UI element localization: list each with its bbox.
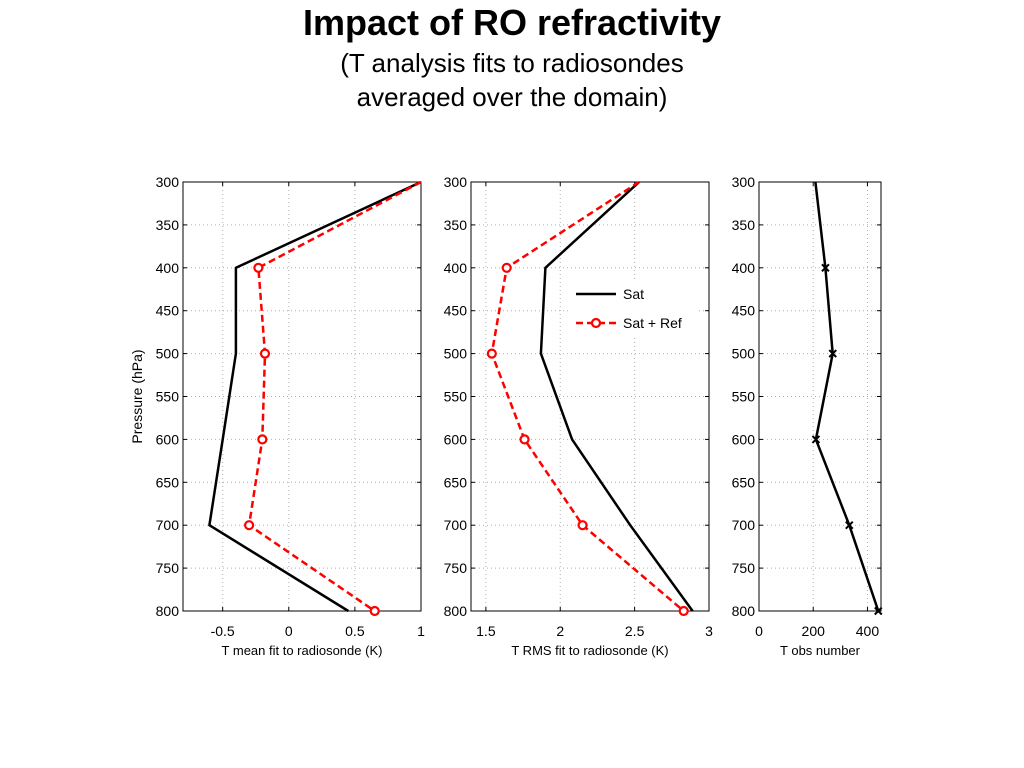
- y-tick-label: 500: [444, 346, 468, 362]
- legend-label: Sat + Ref: [623, 315, 682, 331]
- chart-2: 300 350 400 450 500 550 600 650 700 750 800 1.5 2 2.5…: [444, 174, 713, 658]
- data-point: [519, 434, 530, 445]
- y-tick-label: 600: [444, 431, 468, 447]
- plot-frame: [470, 181, 710, 612]
- x-tick-label: 400: [856, 623, 880, 639]
- y-tick-label: 350: [156, 217, 180, 233]
- y-tick-label: 300: [732, 174, 756, 190]
- series-line-obs: [814, 181, 880, 612]
- data-point: [678, 605, 689, 617]
- y-tick-label: 350: [444, 217, 468, 233]
- y-tick-label: 750: [156, 560, 180, 576]
- y-tick-label: 300: [444, 174, 468, 190]
- x-tick-label: 3: [705, 623, 713, 639]
- slide-title: Impact of RO refractivity: [302, 2, 722, 43]
- x-tick-label: 200: [802, 623, 826, 639]
- data-point: [577, 520, 588, 531]
- plot-frame: [182, 181, 422, 612]
- y-tick-label: 700: [732, 517, 756, 533]
- y-tick-label: 500: [732, 346, 756, 362]
- y-tick-label: 700: [156, 517, 180, 533]
- y-tick-label: 800: [732, 603, 756, 619]
- legend-label: Sat: [623, 286, 644, 302]
- data-point: [501, 262, 512, 273]
- y-tick-label: 750: [732, 560, 756, 576]
- x-axis-label: T mean fit to radiosonde (K): [222, 643, 383, 658]
- data-point: [257, 434, 268, 445]
- x-tick-label: 0.5: [345, 623, 365, 639]
- y-tick-label: 600: [732, 431, 756, 447]
- y-tick-label: 800: [156, 603, 180, 619]
- data-point: [874, 606, 883, 616]
- data-point: [845, 520, 854, 530]
- y-axis-label: Pressure (hPa): [129, 349, 145, 443]
- data-point: [253, 262, 264, 273]
- y-tick-label: 450: [444, 303, 468, 319]
- x-axis-label: T RMS fit to radiosonde (K): [511, 643, 668, 658]
- y-tick-label: 600: [156, 431, 180, 447]
- data-point: [369, 605, 380, 617]
- series-line-sat-ref: [247, 180, 422, 613]
- y-tick-label: 400: [444, 260, 468, 276]
- y-tick-label: 550: [444, 389, 468, 405]
- legend-box: [570, 280, 696, 338]
- data-point: [259, 348, 271, 359]
- series-line-sat-ref: [490, 180, 685, 612]
- data-point: [244, 520, 255, 531]
- y-tick-label: 750: [444, 560, 468, 576]
- data-point: [821, 263, 830, 273]
- y-tick-label: 350: [732, 217, 756, 233]
- y-tick-label: 550: [156, 389, 180, 405]
- x-tick-label: 2: [556, 623, 564, 639]
- y-tick-label: 550: [732, 389, 756, 405]
- y-tick-label: 500: [156, 346, 180, 362]
- y-tick-label: 300: [156, 174, 180, 190]
- x-tick-label: 0: [755, 623, 763, 639]
- legend-marker: [590, 317, 602, 329]
- y-tick-label: 650: [444, 474, 468, 490]
- slide-subtitle-line-2: averaged over the domain): [356, 82, 668, 112]
- chart-3: 300 350 400 450 500 550 600 650 700 750 800 0 200 400…: [732, 174, 883, 658]
- x-axis-label: T obs number: [780, 643, 861, 658]
- data-point: [486, 348, 497, 359]
- y-tick-label: 450: [732, 303, 756, 319]
- series-line-sat: [539, 181, 694, 612]
- x-tick-label: 1.5: [476, 623, 496, 639]
- data-point: [828, 349, 837, 358]
- x-tick-label: 2.5: [625, 623, 645, 639]
- slide-subtitle-line-1: (T analysis fits to radiosondes: [340, 48, 684, 78]
- x-tick-label: 1: [417, 623, 425, 639]
- x-tick-label: 0: [285, 623, 293, 639]
- y-tick-label: 700: [444, 517, 468, 533]
- y-tick-label: 400: [156, 260, 180, 276]
- data-point: [811, 435, 821, 444]
- y-tick-label: 800: [444, 603, 468, 619]
- y-tick-label: 400: [732, 260, 756, 276]
- series-line-sat: [208, 180, 422, 613]
- y-tick-label: 650: [732, 474, 756, 490]
- y-tick-label: 450: [156, 303, 180, 319]
- chart-1: 300 350 400 450 500 550 600 650 700 750 800 -0.5 0 0.…: [129, 174, 425, 658]
- x-tick-label: -0.5: [211, 623, 235, 639]
- y-tick-label: 650: [156, 474, 180, 490]
